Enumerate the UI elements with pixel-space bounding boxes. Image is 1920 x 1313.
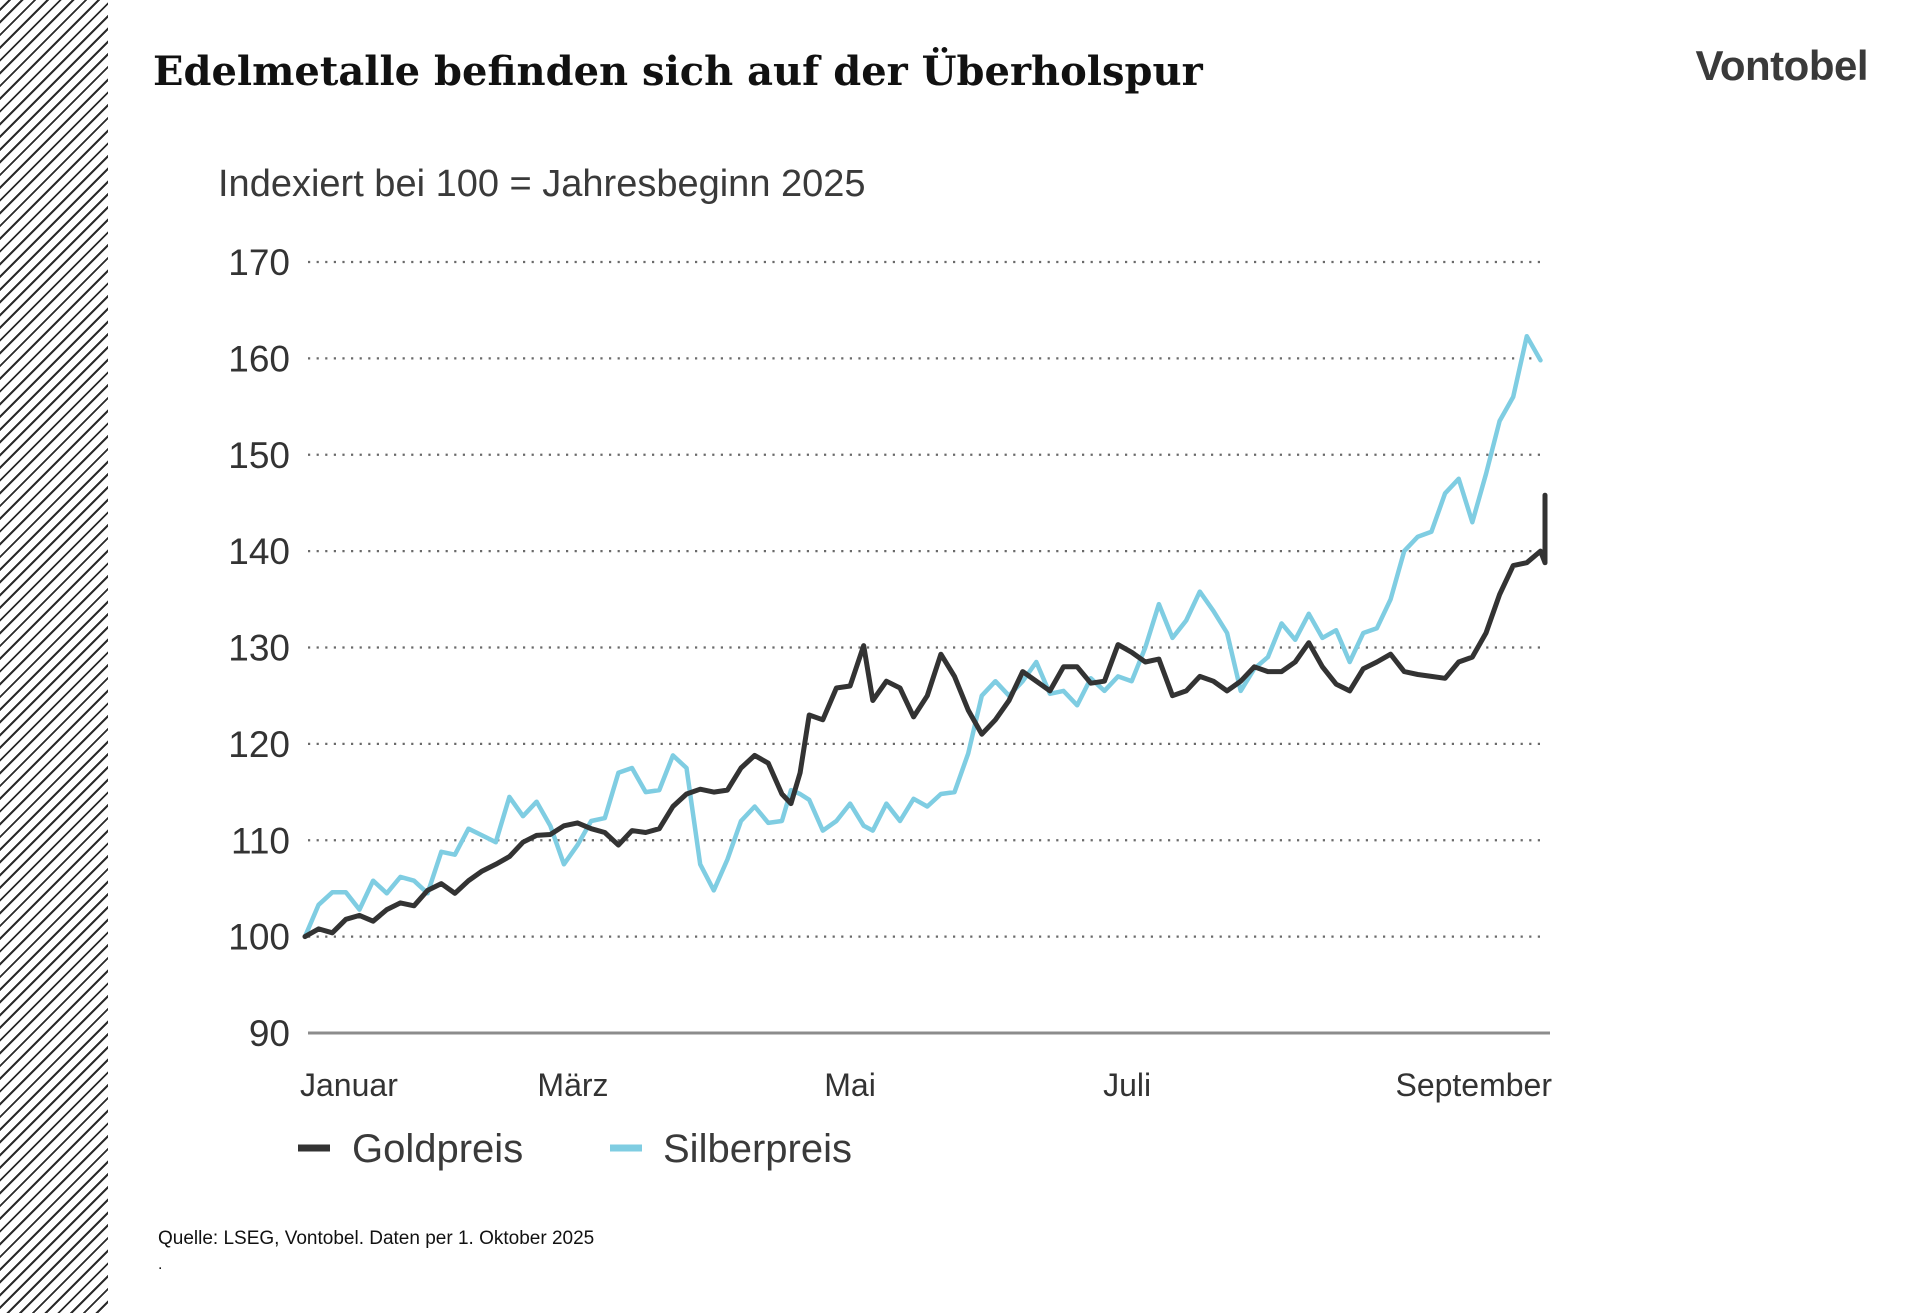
x-tick-label-märz: März bbox=[537, 1067, 608, 1103]
page-title: Edelmetalle befinden sich auf der Überho… bbox=[153, 48, 1203, 95]
x-tick-label-januar: Januar bbox=[300, 1067, 398, 1103]
y-tick-label-150: 150 bbox=[228, 435, 290, 476]
legend-item-gold: Goldpreis bbox=[298, 1127, 523, 1171]
x-tick-label-mai: Mai bbox=[824, 1067, 876, 1103]
y-tick-label-120: 120 bbox=[228, 724, 290, 765]
vontobel-logo: Vontobel bbox=[1695, 42, 1868, 89]
y-tick-label-110: 110 bbox=[231, 820, 290, 861]
x-tick-label-september: September bbox=[1395, 1067, 1552, 1103]
x-axis: Januar März Mai Juli September bbox=[300, 1067, 1552, 1103]
y-tick-label-140: 140 bbox=[228, 531, 290, 572]
y-tick-label-90: 90 bbox=[249, 1013, 290, 1054]
legend: Goldpreis Silberpreis bbox=[298, 1127, 852, 1171]
y-tick-label-130: 130 bbox=[228, 628, 290, 669]
gold-price-line bbox=[302, 492, 1548, 940]
legend-item-silver: Silberpreis bbox=[610, 1127, 852, 1171]
chart-subtitle: Indexiert bei 100 = Jahresbeginn 2025 bbox=[218, 163, 866, 205]
legend-label-silver: Silberpreis bbox=[663, 1127, 852, 1171]
x-tick-label-juli: Juli bbox=[1103, 1067, 1151, 1103]
y-tick-label-100: 100 bbox=[228, 917, 290, 958]
y-tick-label-160: 160 bbox=[228, 338, 290, 379]
y-tick-label-170: 170 bbox=[228, 242, 290, 283]
gridlines bbox=[308, 260, 1550, 1035]
hatched-side-border bbox=[0, 0, 108, 1313]
y-axis: 170 160 150 140 130 120 110 100 90 bbox=[228, 242, 290, 1054]
series-lines bbox=[302, 333, 1548, 940]
legend-label-gold: Goldpreis bbox=[352, 1127, 523, 1171]
silver-price-line bbox=[302, 333, 1543, 939]
source-note: Quelle: LSEG, Vontobel. Daten per 1. Okt… bbox=[158, 1228, 595, 1249]
footer-dot: . bbox=[158, 1256, 163, 1273]
